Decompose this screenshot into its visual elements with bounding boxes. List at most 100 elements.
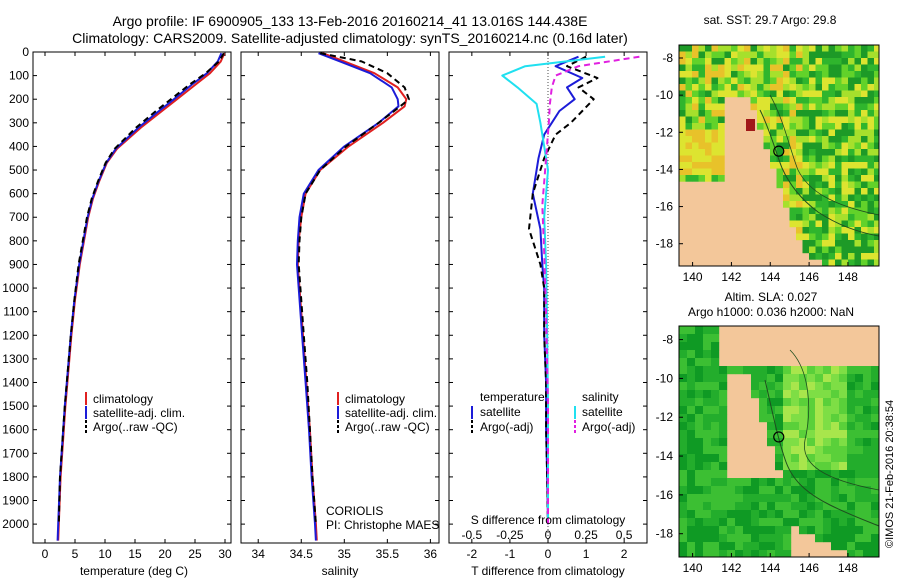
- sst-shelf-contour-2: [769, 94, 879, 216]
- sst-cell: [867, 227, 875, 234]
- sst-cell: [744, 45, 751, 52]
- sla-cell: [871, 454, 879, 463]
- sst-cell: [861, 201, 868, 208]
- sst-cell: [705, 175, 712, 182]
- sst-cell: [874, 142, 879, 150]
- sla-cell: [823, 406, 832, 415]
- sla-cell: [847, 462, 856, 471]
- sst-cell: [679, 45, 686, 52]
- sst-cell: [789, 168, 797, 176]
- sla-cell: [855, 486, 864, 495]
- sst-cell: [692, 103, 699, 111]
- sst-cell: [685, 110, 693, 117]
- sst-cell: [802, 142, 810, 150]
- sst-cell: [783, 181, 790, 189]
- sla-cell: [815, 398, 824, 407]
- sla-cell: [847, 502, 856, 511]
- sst-cell: [783, 90, 790, 98]
- sst-cell: [835, 58, 842, 65]
- sst-cell: [763, 142, 771, 150]
- sst-cell: [802, 194, 810, 202]
- sst-cell: [809, 188, 816, 195]
- sst-cell: [705, 51, 712, 59]
- sst-cell: [757, 58, 764, 65]
- sla-cell: [719, 486, 728, 495]
- sst-cell: [809, 214, 816, 221]
- sst-cell: [731, 84, 738, 91]
- y-tick-label: 1700: [2, 446, 29, 460]
- sla-cell: [703, 366, 712, 375]
- sla-cell: [839, 422, 848, 431]
- sla-cell: [719, 430, 728, 439]
- sla-cell: [711, 550, 720, 557]
- sst-cell: [763, 129, 771, 137]
- sla-cell: [751, 374, 760, 383]
- series-line-satellite: [531, 55, 584, 525]
- sst-cell: [731, 51, 738, 59]
- sst-cell: [718, 129, 725, 137]
- sla-cell: [767, 374, 776, 383]
- sst-cell: [809, 233, 816, 241]
- sla-cell: [687, 358, 696, 367]
- sst-cell: [776, 84, 784, 91]
- sst-cell: [698, 58, 706, 65]
- sst-cell: [718, 51, 725, 59]
- sst-cell: [731, 45, 738, 52]
- sst-cell: [848, 194, 855, 202]
- sla-cell: [751, 486, 760, 495]
- salinity-legend: climatology satellite-adj. clim. Argo(..…: [337, 392, 437, 434]
- sst-cell: [789, 103, 797, 111]
- sst-cell: [711, 64, 719, 72]
- sst-cell: [698, 77, 706, 85]
- sla-cell: [839, 462, 848, 471]
- sla-cell: [719, 382, 728, 391]
- sla-cell: [775, 454, 784, 463]
- sla-cell: [775, 502, 784, 511]
- map-x-tick-label: 148: [838, 561, 858, 575]
- sla-cell: [823, 430, 832, 439]
- sst-cell: [874, 103, 879, 111]
- sst-cell: [802, 155, 810, 163]
- sst-cell: [770, 58, 777, 65]
- sst-cell: [770, 123, 777, 130]
- sla-cell: [839, 518, 848, 527]
- sla-cell: [799, 382, 808, 391]
- sla-cell: [799, 470, 808, 479]
- sla-cell: [759, 382, 768, 391]
- x-top-tick-label: -0.25: [496, 528, 524, 542]
- sst-cell: [874, 194, 879, 202]
- sst-cell: [841, 188, 849, 195]
- sst-cell: [835, 188, 842, 195]
- sla-cell: [775, 422, 784, 431]
- sst-cell: [776, 181, 784, 189]
- sla-cell: [687, 366, 696, 375]
- sst-cell: [861, 233, 868, 241]
- sla-cell: [679, 382, 688, 391]
- sla-cell: [687, 502, 696, 511]
- sst-cell: [796, 77, 803, 85]
- temperature-chart: 0 5 10 15 20 25 30: [33, 51, 232, 561]
- sst-cell: [874, 51, 879, 59]
- sst-cell: [854, 220, 862, 228]
- sst-cell: [744, 77, 751, 85]
- sst-cell: [861, 45, 868, 52]
- sst-cell: [828, 201, 836, 208]
- sla-cell: [695, 342, 704, 351]
- sst-cell: [874, 201, 879, 208]
- sla-cell: [831, 422, 840, 431]
- sla-cell: [855, 366, 864, 375]
- sla-map: 140 142 144 146 148 -8 -10 -12 -14 -16 -18: [656, 325, 880, 575]
- sla-cell: [807, 430, 816, 439]
- sst-cell: [770, 142, 777, 150]
- sst-cell: [809, 227, 816, 234]
- sst-cell: [724, 71, 732, 78]
- sst-cell: [783, 155, 790, 163]
- sla-cell: [839, 534, 848, 543]
- sst-cell: [822, 64, 829, 72]
- sst-cell: [698, 149, 706, 156]
- sst-cell: [809, 45, 816, 52]
- sla-cell: [687, 486, 696, 495]
- sst-cell: [796, 175, 803, 182]
- sst-cell: [828, 51, 836, 59]
- sla-cell: [871, 542, 879, 551]
